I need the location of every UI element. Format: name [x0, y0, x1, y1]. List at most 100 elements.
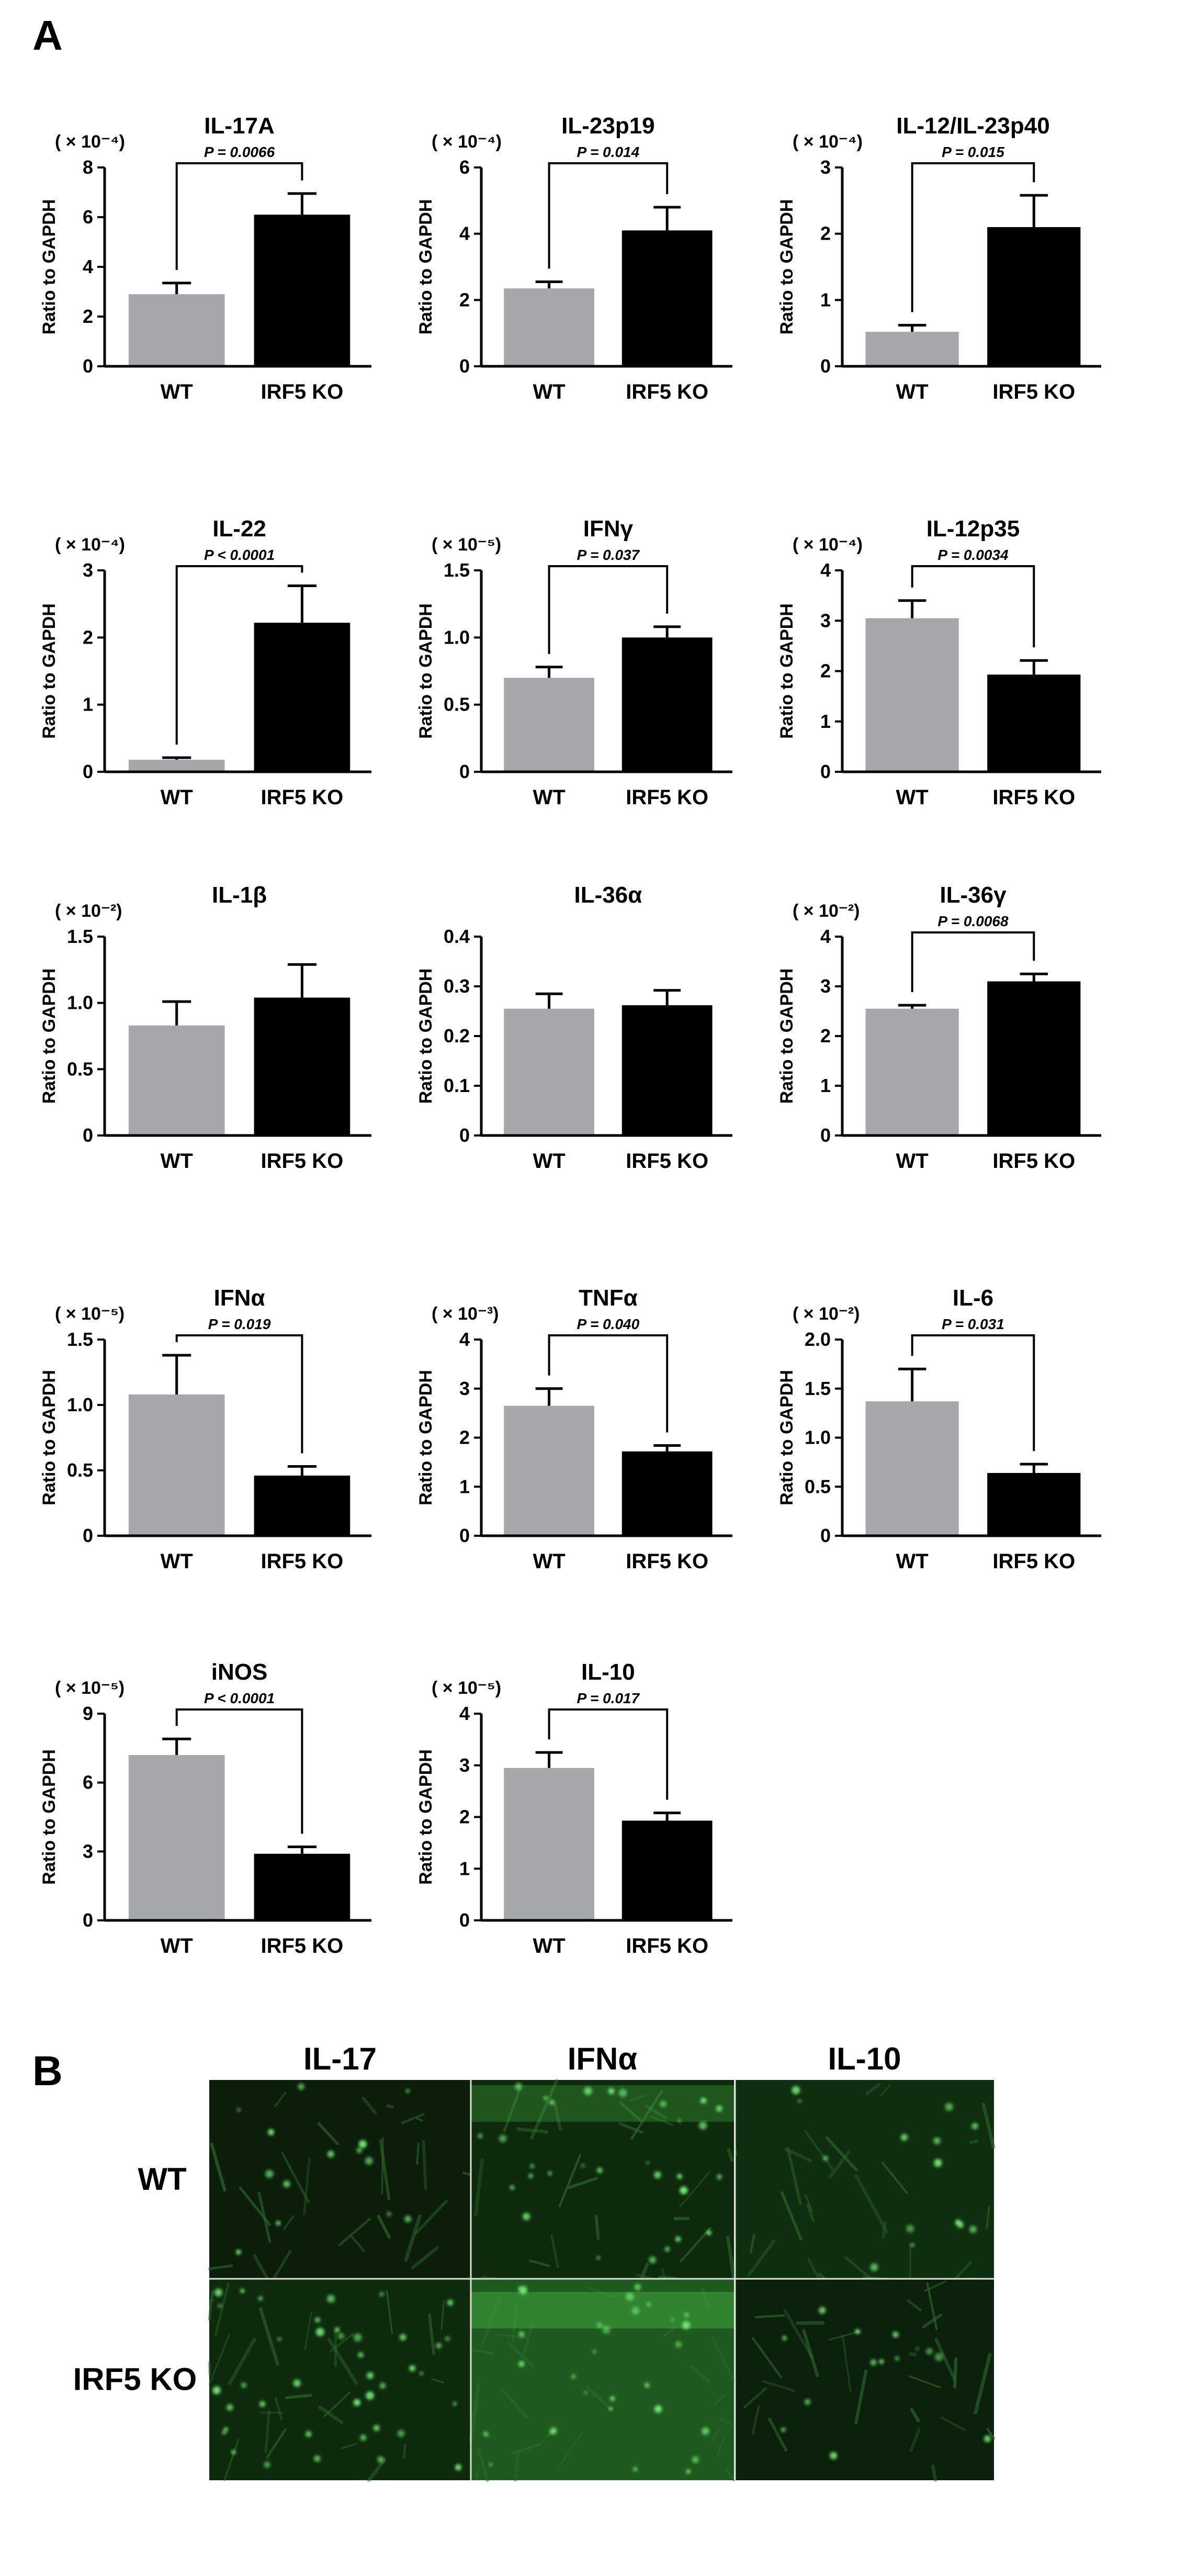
- tissue-streak: [743, 2387, 767, 2409]
- fluorescent-spot: [584, 2391, 587, 2395]
- axis-multiplier: ( × 10⁻²): [793, 1304, 860, 1324]
- p-value-label: P = 0.0066: [204, 144, 275, 160]
- fluorescent-spot: [819, 2307, 826, 2314]
- fluorescent-spot: [399, 2334, 406, 2341]
- y-tick-label: 0: [83, 761, 93, 782]
- fluorescent-spot: [895, 2356, 900, 2361]
- tissue-streak: [711, 2425, 721, 2442]
- fluorescent-spot: [798, 2099, 801, 2103]
- fluorescent-spot: [298, 2083, 304, 2090]
- fluorescent-spot: [717, 2174, 722, 2180]
- fluorescent-spot: [455, 2464, 461, 2471]
- tissue-streak: [285, 2393, 312, 2400]
- fluorescent-spot: [404, 2215, 412, 2223]
- fluorescent-spot: [548, 2171, 552, 2176]
- fluorescent-spot: [314, 2317, 320, 2323]
- tissue-streak: [747, 2240, 775, 2277]
- y-tick-label: 0: [820, 1525, 831, 1546]
- y-tick-label: 0.3: [444, 975, 470, 997]
- tissue-streak: [907, 2299, 922, 2312]
- bar-wt: [128, 1025, 225, 1135]
- tissue-streak: [210, 2142, 227, 2192]
- tissue-streak: [327, 2338, 358, 2385]
- tissue-streak: [727, 2147, 734, 2162]
- x-category-label: WT: [161, 786, 193, 809]
- tissue-streak: [865, 2083, 880, 2095]
- tissue-streak: [302, 2158, 311, 2215]
- fluorescent-spot: [870, 2359, 877, 2366]
- bar-irf5-ko: [621, 230, 713, 366]
- fluorescent-spot: [264, 2461, 270, 2468]
- significance-bracket: [548, 1334, 669, 1433]
- x-category-label: IRF5 KO: [261, 1150, 344, 1173]
- fluorescent-spot: [823, 2155, 828, 2161]
- y-tick-label: 2: [83, 626, 93, 648]
- fluorescent-spot: [447, 2299, 454, 2306]
- y-axis-label: Ratio to GAPDH: [39, 199, 59, 335]
- bar-wt: [128, 1755, 225, 1920]
- tissue-streak: [974, 2353, 992, 2415]
- tissue-streak: [981, 2102, 996, 2150]
- tissue-streak: [528, 2259, 550, 2267]
- tissue-streak: [516, 2127, 548, 2134]
- significance-bracket: [175, 162, 303, 270]
- p-value-label: P = 0.0034: [937, 547, 1009, 563]
- fluorescent-spot: [592, 2349, 596, 2354]
- tissue-streak: [228, 2337, 256, 2386]
- y-tick-label: 3: [83, 559, 93, 581]
- tissue-streak: [780, 2191, 803, 2241]
- fluorescent-spot: [680, 2186, 688, 2195]
- fluorescent-spot: [314, 2455, 321, 2462]
- fluorescent-spot: [379, 2382, 386, 2389]
- tissue-streak: [377, 2214, 391, 2239]
- tissue-streak: [272, 2249, 292, 2280]
- fluorescent-spot: [782, 2335, 787, 2341]
- tissue-streak: [710, 2335, 736, 2383]
- y-tick-label: 0: [83, 355, 93, 377]
- fluorescent-spot: [358, 2352, 364, 2358]
- bar-irf5-ko: [254, 623, 351, 772]
- bar-chart: IL-12/IL-23p40 ( × 10⁻⁴) Ratio to GAPDH 0 1 2…: [777, 113, 1101, 403]
- tissue-streak: [274, 2397, 283, 2420]
- tissue-streak: [842, 2335, 852, 2393]
- x-category-label: IRF5 KO: [261, 1550, 344, 1573]
- y-axis-label: Ratio to GAPDH: [777, 969, 797, 1104]
- fluorescent-spot: [610, 2396, 615, 2401]
- x-category-label: WT: [896, 786, 929, 809]
- p-value-label: P = 0.015: [942, 144, 1004, 160]
- fluorescent-spot: [677, 2174, 683, 2179]
- fluorescent-spot: [634, 2283, 641, 2291]
- fluorescent-spot: [214, 2288, 222, 2297]
- tissue-streak: [402, 2443, 407, 2459]
- micrograph-column-label: IFNα: [568, 2041, 638, 2076]
- fluorescent-spot: [584, 2087, 592, 2096]
- y-tick-label: 4: [459, 223, 470, 244]
- tissue-streak: [264, 2410, 271, 2453]
- fluorescent-spot: [900, 2133, 908, 2141]
- fluorescent-spot: [379, 2292, 384, 2297]
- bar-irf5-ko: [621, 637, 713, 772]
- tissue-streak: [317, 2122, 339, 2145]
- axis-multiplier: ( × 10⁻³): [432, 1304, 499, 1324]
- tissue-streak: [751, 2337, 782, 2379]
- chart-title: IL-22: [212, 516, 266, 542]
- y-axis-label: Ratio to GAPDH: [416, 969, 436, 1104]
- tissue-streak: [750, 2234, 755, 2254]
- y-tick-label: 2: [459, 289, 470, 310]
- tissue-streak: [351, 2235, 365, 2252]
- chart-title: IL-12p35: [926, 516, 1020, 542]
- tissue-streak: [416, 2117, 423, 2122]
- y-tick-label: 8: [83, 156, 93, 178]
- y-axis-label: Ratio to GAPDH: [777, 1370, 797, 1505]
- y-tick-label: 3: [820, 156, 831, 178]
- p-value-label: P = 0.031: [942, 1316, 1004, 1332]
- fluorescent-spot: [226, 2404, 233, 2411]
- fluorescent-spot: [675, 2236, 681, 2242]
- tissue-streak: [341, 2443, 357, 2449]
- tissue-streak: [662, 2326, 676, 2338]
- tissue-streak: [568, 2177, 598, 2189]
- axis-multiplier: ( × 10⁻²): [793, 901, 860, 921]
- epidermis-band: [471, 2292, 734, 2328]
- tissue-streak: [829, 2330, 861, 2341]
- fluorescent-spot: [518, 2331, 525, 2337]
